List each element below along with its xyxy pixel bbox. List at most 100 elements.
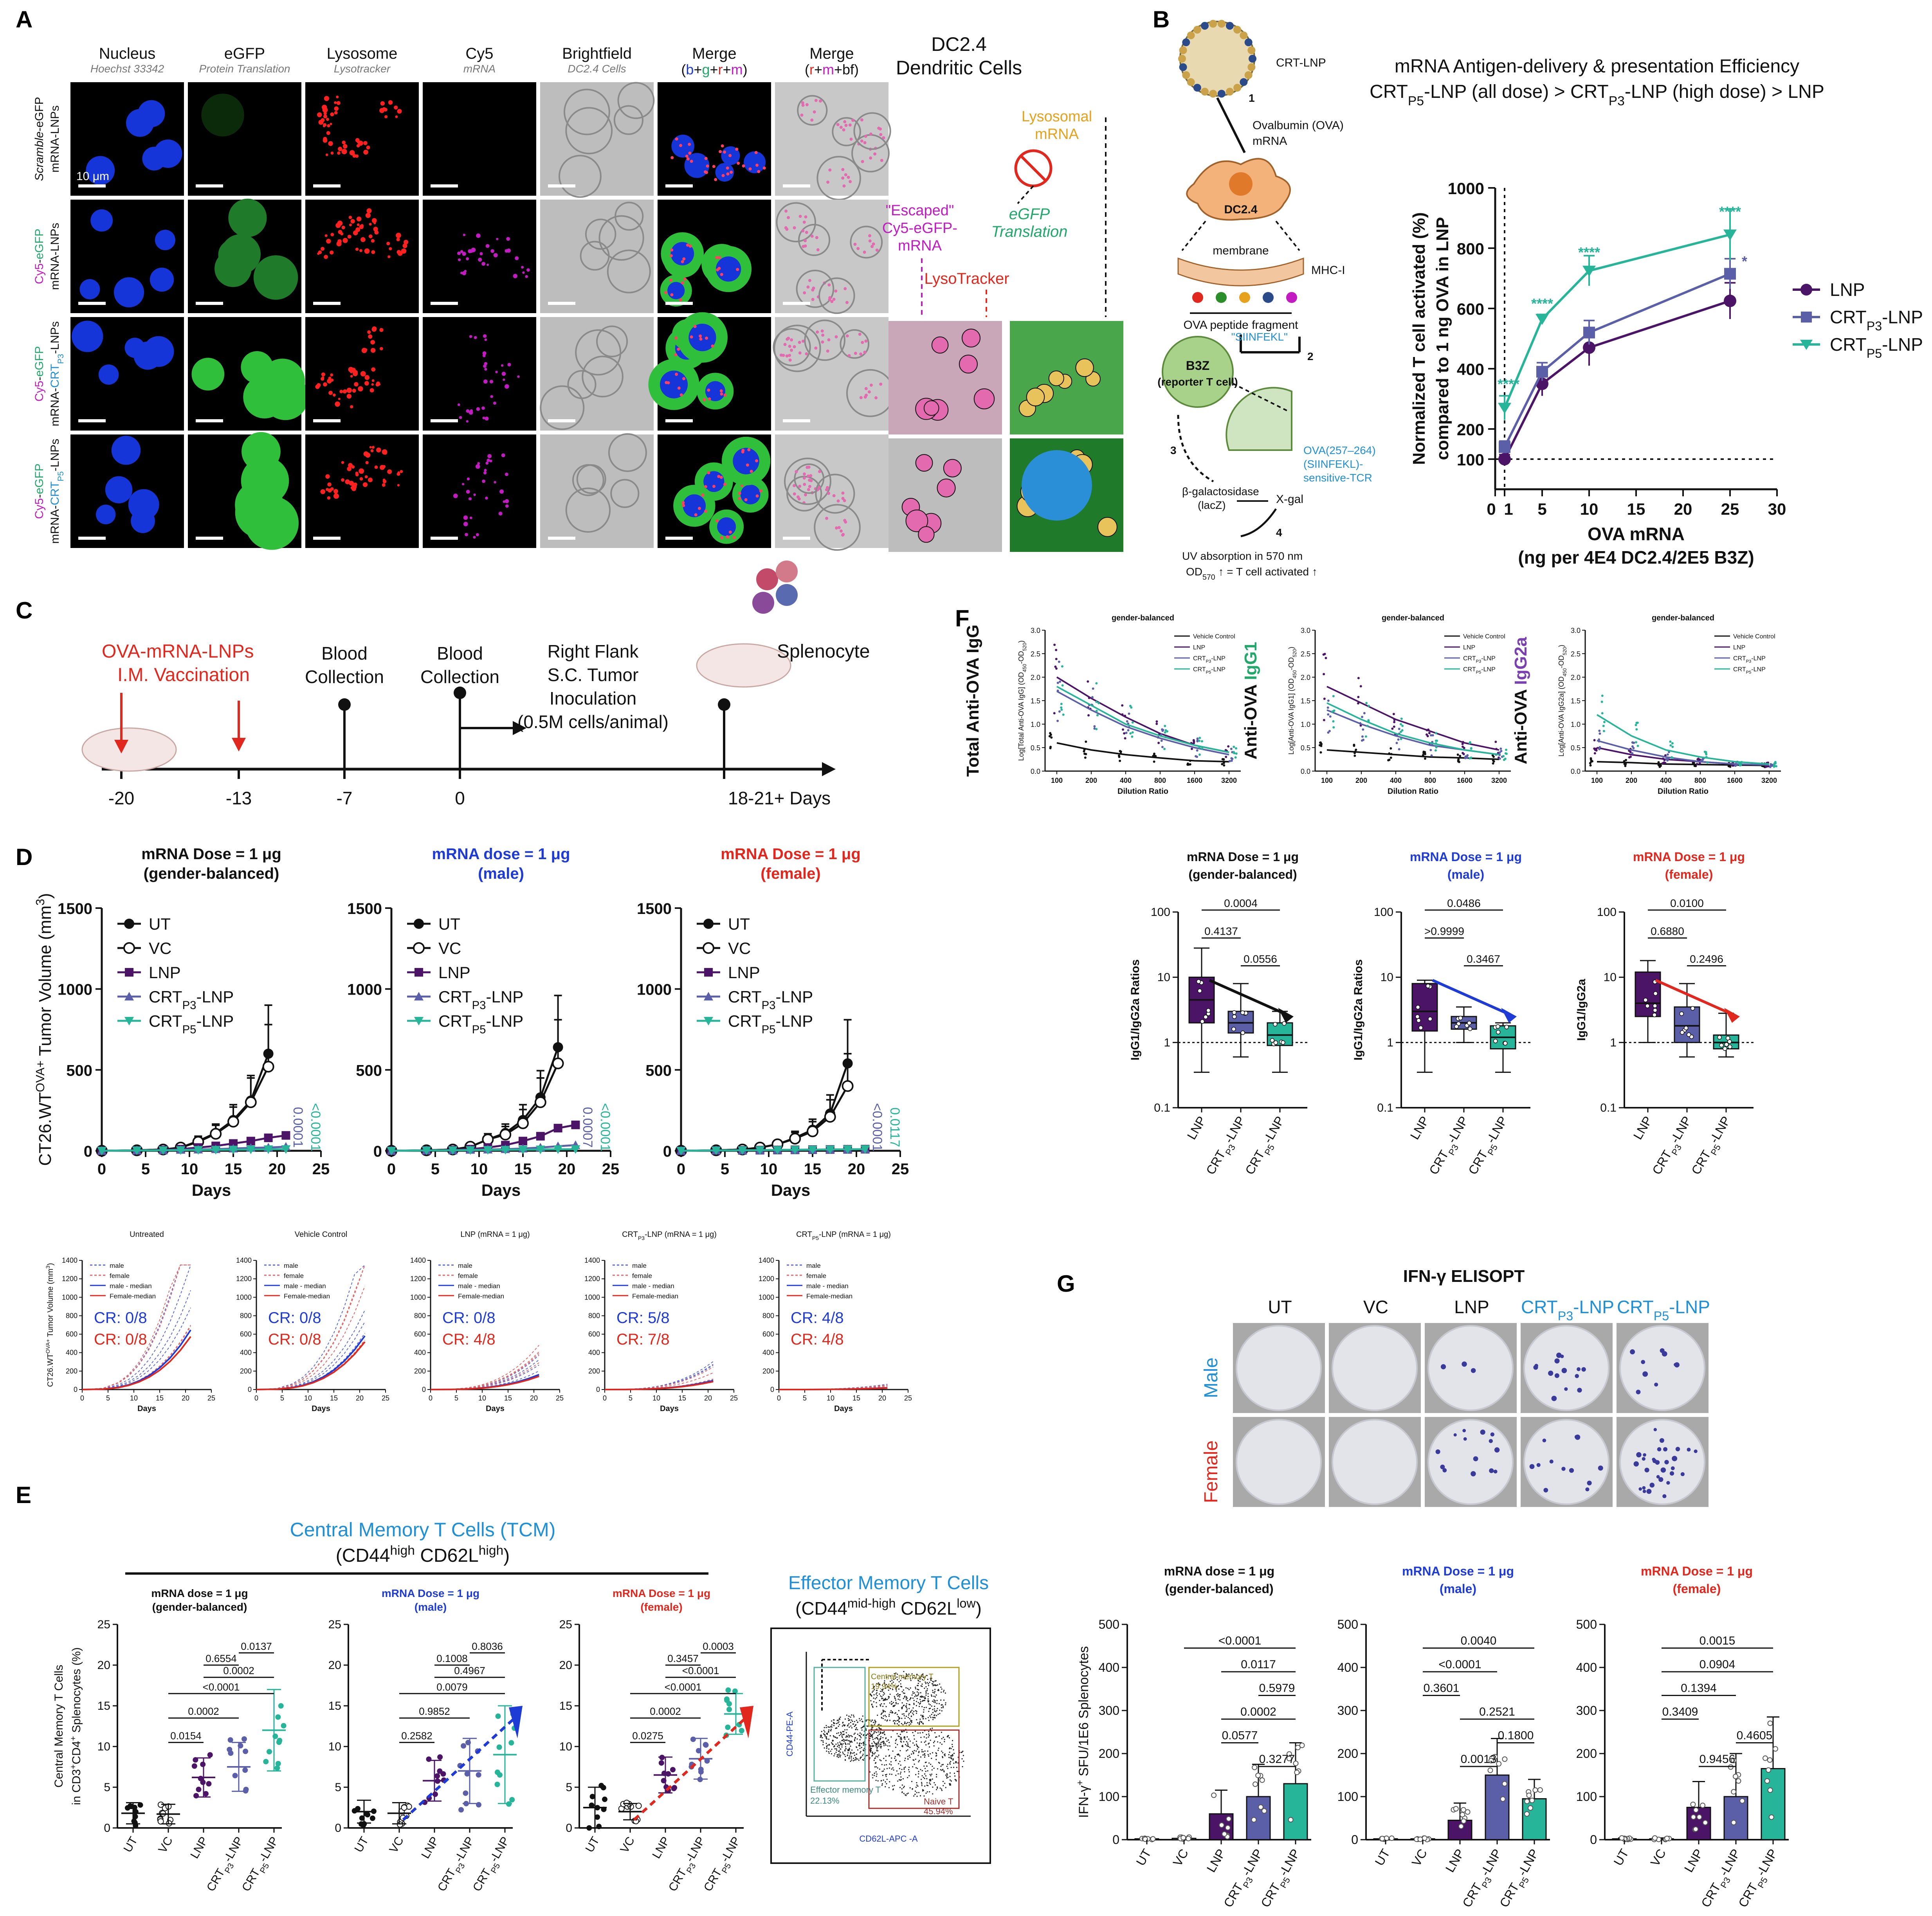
- flow-event: [949, 1772, 951, 1774]
- y-tick-label: 2.5: [1571, 650, 1581, 658]
- merge-nucleus: [683, 494, 706, 517]
- tspan: UT: [1611, 1847, 1632, 1868]
- flow-event: [820, 1735, 822, 1737]
- column-subtitle: DC2.4 Cells: [568, 63, 626, 75]
- merge-dot: [755, 164, 759, 167]
- merge-dot: [788, 344, 791, 348]
- flow-event: [919, 1681, 921, 1682]
- splenocyte-cell-icon: [776, 584, 798, 606]
- flow-event: [882, 1694, 884, 1696]
- y-tick-label: 20: [559, 1659, 572, 1672]
- flow-event: [879, 1693, 880, 1695]
- merge-dot: [712, 485, 715, 488]
- flow-event: [873, 1732, 875, 1734]
- merge-dot: [665, 381, 668, 384]
- data-point: [553, 1145, 563, 1154]
- tspan: CRT: [1830, 334, 1867, 355]
- data-point: [1602, 725, 1605, 727]
- column-subtitle: Protein Translation: [199, 63, 290, 75]
- lysosome-dot: [366, 145, 370, 150]
- y-tick-label: 1.5: [1301, 697, 1310, 705]
- flow-event: [894, 1722, 896, 1724]
- merge-dot: [844, 520, 847, 524]
- flow-event: [922, 1679, 923, 1680]
- data-point: [1769, 765, 1772, 768]
- flow-event: [891, 1711, 893, 1712]
- x-tick-label: CRTP5-LNP: [1258, 1847, 1306, 1912]
- schematic-label: MHC-I: [1311, 264, 1345, 277]
- chart-title: mRNA dose = 1 μg: [151, 1587, 248, 1599]
- y-tick-label: 0: [663, 1143, 672, 1160]
- flow-event: [896, 1687, 897, 1689]
- merge-dot: [825, 488, 828, 492]
- flow-event: [857, 1734, 858, 1735]
- flow-event: [840, 1731, 842, 1733]
- panel-letter-c: C: [16, 597, 32, 624]
- flow-event: [838, 1753, 840, 1755]
- y-tick-label: 800: [588, 1312, 600, 1319]
- y-tick-label: 2.0: [1571, 674, 1581, 681]
- y-tick-label: 15: [97, 1700, 110, 1712]
- lysosome-dot: [334, 101, 337, 104]
- legend-marker: [413, 942, 425, 954]
- flow-event: [932, 1683, 934, 1685]
- flow-event: [873, 1697, 874, 1699]
- flow-event: [901, 1788, 903, 1790]
- flow-event: [833, 1719, 834, 1721]
- flow-event: [885, 1760, 887, 1761]
- lysosome-dot: [335, 401, 340, 407]
- tspan: +: [1075, 1780, 1085, 1786]
- flow-event: [932, 1685, 934, 1687]
- tspan: -LNP: [718, 1835, 743, 1864]
- flow-event: [886, 1783, 887, 1784]
- data-point: [1273, 1040, 1278, 1045]
- data-point: [1130, 706, 1133, 709]
- flow-event: [916, 1741, 917, 1742]
- mhc-peptide-dot: [1286, 292, 1297, 303]
- elispot-spot: [1644, 1467, 1649, 1473]
- flow-event: [920, 1737, 922, 1738]
- flow-event: [899, 1694, 901, 1696]
- elispot-spot: [1671, 1466, 1675, 1471]
- schematic-arrow: [1216, 97, 1246, 153]
- flow-event: [888, 1697, 889, 1699]
- flow-event: [918, 1689, 919, 1691]
- data-point: [1251, 1817, 1257, 1823]
- schematic-label: DC2.4: [1224, 203, 1257, 216]
- merge-dot: [741, 450, 744, 454]
- merge-dot: [735, 148, 739, 151]
- lnp-lipid-dot: [1217, 20, 1226, 28]
- lysosome-dot: [365, 452, 371, 458]
- x-tick-label: 20: [269, 1161, 286, 1178]
- data-point: [245, 1096, 257, 1108]
- flow-event: [883, 1715, 884, 1717]
- merge-dot: [808, 485, 811, 488]
- flow-event: [920, 1769, 921, 1770]
- data-point: [132, 1146, 142, 1155]
- data-point: [1327, 713, 1330, 716]
- legend-label: CRTP3-LNP: [438, 988, 523, 1012]
- flow-event: [895, 1720, 897, 1722]
- tspan: VC: [618, 1835, 637, 1855]
- merge-dot: [746, 463, 749, 467]
- x-tick-label: 5: [280, 1394, 284, 1402]
- p-value: 0.2521: [1479, 1705, 1515, 1718]
- cy5-dot: [481, 262, 486, 266]
- data-point: [1092, 687, 1094, 690]
- flow-event: [939, 1683, 941, 1685]
- flow-event: [839, 1718, 840, 1720]
- flow-event: [824, 1727, 825, 1729]
- flow-event: [892, 1682, 894, 1683]
- antibody-label: Anti-OVA IgG2a: [1511, 637, 1530, 764]
- lysosome-dot: [364, 475, 368, 479]
- tspan: -LNPs: [49, 321, 61, 354]
- x-tick-label: LNP: [1184, 1114, 1209, 1142]
- tspan: LNP: [149, 963, 181, 982]
- flow-event: [925, 1697, 926, 1699]
- cy5-dot: [484, 368, 487, 371]
- flow-event: [839, 1750, 840, 1752]
- lysosome-dot: [379, 328, 384, 332]
- elispot-spot: [1529, 1464, 1535, 1469]
- cy5-dot: [462, 252, 466, 256]
- x-tick-label: UT: [583, 1835, 602, 1855]
